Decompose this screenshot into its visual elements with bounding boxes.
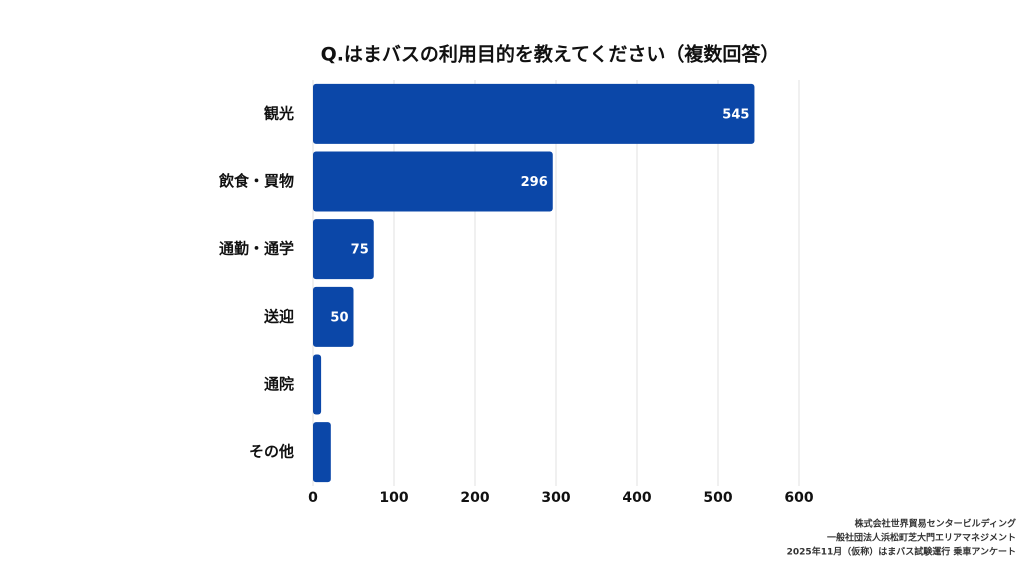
- y-tick-label: 通院: [264, 375, 294, 393]
- x-tick-label: 100: [379, 490, 408, 506]
- bar: [313, 422, 331, 483]
- bar: [313, 151, 553, 212]
- x-tick-label: 300: [541, 490, 570, 506]
- y-tick-label: 送迎: [263, 307, 294, 325]
- source-note: 2025年11月（仮称）はまバス試験運行 乗車アンケート: [787, 546, 1016, 558]
- bar: [313, 354, 322, 415]
- value-label: 75: [351, 243, 369, 258]
- bar: [313, 286, 354, 347]
- source-note: 株式会社世界貿易センタービルディング: [855, 518, 1016, 530]
- x-tick-label: 400: [622, 490, 651, 506]
- y-tick-label: 観光: [264, 104, 294, 122]
- x-tick-label: 600: [784, 490, 813, 506]
- value-label: 50: [330, 310, 348, 325]
- bar: [313, 219, 374, 280]
- value-label: 545: [722, 107, 749, 122]
- value-label: 296: [521, 175, 548, 190]
- x-tick-label: 0: [308, 490, 318, 506]
- y-tick-label: 飲食・買物: [218, 172, 294, 190]
- source-note: 一般社団法人浜松町芝大門エリアマネジメント: [827, 532, 1016, 544]
- chart-title: Q.はまバスの利用目的を教えてください（複数回答）: [321, 43, 780, 66]
- x-tick-label: 500: [703, 490, 732, 506]
- y-tick-label: 通勤・通学: [219, 240, 294, 258]
- y-tick-label: その他: [249, 443, 294, 461]
- bar: [313, 83, 755, 144]
- x-tick-label: 200: [460, 490, 489, 506]
